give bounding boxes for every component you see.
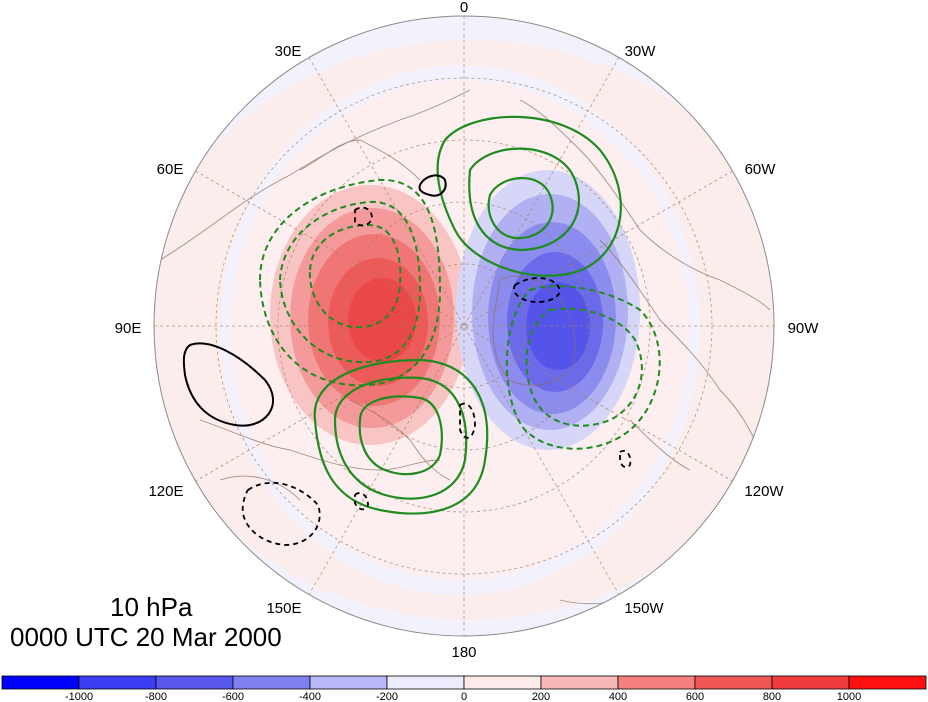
coastlines [159, 89, 771, 605]
valid-time-title: 0000 UTC 20 Mar 2000 [10, 622, 282, 652]
lon-label-120e: 120E [148, 483, 183, 500]
map-boundary [153, 15, 775, 637]
colorbar-tick-label: 200 [532, 691, 550, 702]
colorbar-swatch [232, 675, 311, 690]
colorbar-tick-label: 600 [686, 691, 704, 702]
colorbar-swatch [463, 675, 542, 690]
colorbar-tick-label: -200 [376, 691, 398, 702]
colorbar-swatch [617, 675, 696, 690]
colorbar-tick-label: 400 [609, 691, 627, 702]
lon-label-90w: 90W [788, 320, 820, 337]
pressure-level-title: 10 hPa [110, 592, 193, 622]
lon-label-180: 180 [451, 644, 476, 661]
colorbar-swatch [1, 675, 80, 690]
contours-zero [182, 174, 447, 427]
lon-label-60e: 60E [157, 161, 184, 178]
shaded-field [154, 16, 774, 636]
colorbar-swatch [771, 675, 850, 690]
lon-label-60w: 60W [745, 161, 777, 178]
negative-anomaly [456, 170, 640, 450]
lon-label-120w: 120W [744, 483, 784, 500]
contours-positive [313, 115, 622, 515]
colorbar-tick-label: -600 [222, 691, 244, 702]
colorbar-tick-label: -800 [145, 691, 167, 702]
colorbar-swatch [848, 675, 927, 690]
lon-label-90e: 90E [115, 320, 142, 337]
lon-label-150w: 150W [624, 600, 664, 617]
colorbar-tick-label: -400 [299, 691, 321, 702]
graticule [154, 16, 774, 636]
colorbar-tick-label: 800 [763, 691, 781, 702]
lon-label-150e: 150E [266, 600, 301, 617]
colorbar-swatch [540, 675, 619, 690]
colorbar-swatch [78, 675, 157, 690]
lon-label-30w: 30W [625, 43, 657, 60]
colorbar: -1000 -800 -600 -400 -200 0 200 400 600 800 1000 [1, 675, 927, 702]
colorbar-tick-label: 1000 [837, 691, 861, 702]
colorbar-swatch [309, 675, 388, 690]
colorbar-tick-label: -1000 [65, 691, 93, 702]
colorbar-swatch [694, 675, 773, 690]
longitude-labels: 0 30W 60W 90W 120W 150W 180 150E 120E 90… [115, 0, 820, 661]
colorbar-tick-label: 0 [461, 691, 467, 702]
contours-zero-dashed [241, 206, 632, 546]
colorbar-swatch [155, 675, 234, 690]
colorbar-swatch [386, 675, 465, 690]
lon-label-0: 0 [460, 0, 468, 16]
lon-label-30e: 30E [275, 43, 302, 60]
contours-negative [258, 178, 661, 450]
positive-anomaly [270, 185, 470, 445]
